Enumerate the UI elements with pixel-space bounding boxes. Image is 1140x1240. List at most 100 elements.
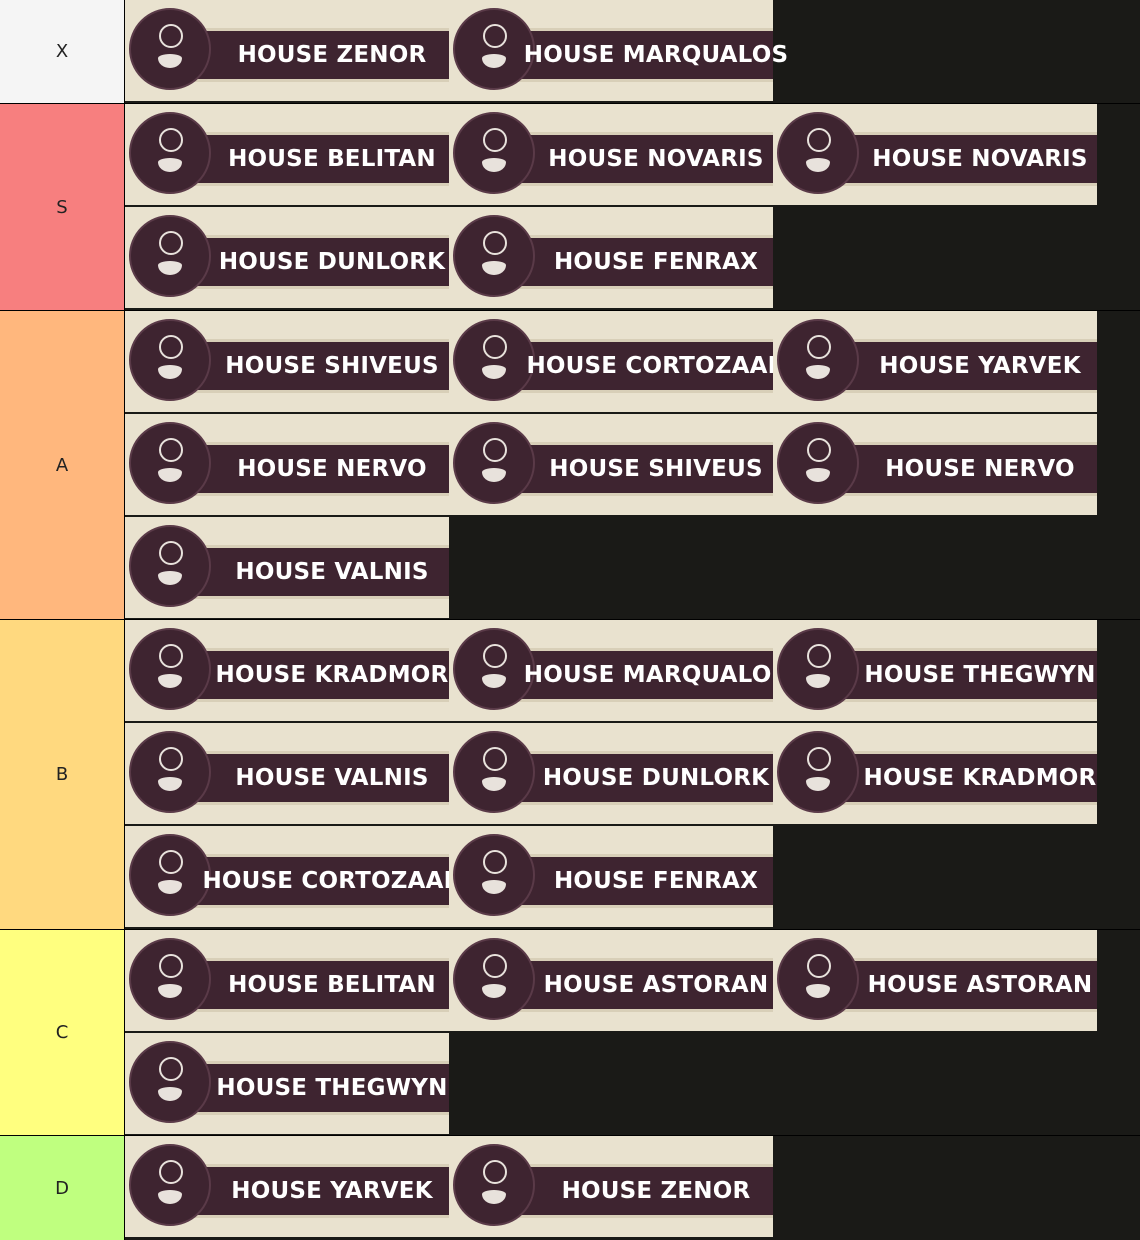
house-icon: [453, 8, 535, 90]
house-card[interactable]: HOUSE FENRAX: [449, 207, 773, 308]
house-name: HOUSE ASTORAN: [543, 972, 769, 998]
house-name: HOUSE ASTORAN: [867, 972, 1093, 998]
house-card[interactable]: HOUSE ZENOR: [449, 1136, 773, 1237]
tier-items: HOUSE YARVEK HOUSE ZENOR: [125, 1136, 1140, 1240]
tier-label: S: [0, 104, 125, 310]
house-card[interactable]: HOUSE CORTOZAAR: [449, 311, 786, 412]
house-icon: [777, 731, 859, 813]
house-name: HOUSE ZENOR: [561, 1178, 751, 1204]
house-card[interactable]: HOUSE MARQUALOS: [449, 620, 789, 721]
house-icon: [129, 422, 211, 504]
house-icon: [129, 1144, 211, 1226]
house-icon: [129, 731, 211, 813]
house-icon: [777, 112, 859, 194]
tier-label: A: [0, 311, 125, 619]
house-name: HOUSE BELITAN: [228, 972, 436, 998]
house-icon: [129, 112, 211, 194]
tier-row: D HOUSE YARVEK HOUSE ZENOR: [0, 1136, 1140, 1240]
house-card[interactable]: HOUSE KRADMOR: [125, 620, 449, 721]
house-icon: [453, 422, 535, 504]
house-card[interactable]: HOUSE DUNLORK: [449, 723, 773, 824]
tier-items: HOUSE BELITAN HOUSE NOVARIS HOUSE NOVARIS H…: [125, 104, 1140, 310]
house-icon: [129, 938, 211, 1020]
house-name: HOUSE MARQUALOS: [523, 662, 789, 688]
house-icon: [777, 628, 859, 710]
tier-label: C: [0, 930, 125, 1135]
house-name: HOUSE SHIVEUS: [549, 456, 763, 482]
house-icon: [129, 215, 211, 297]
tier-row: C HOUSE BELITAN HOUSE ASTORAN HOUSE ASTORAN…: [0, 930, 1140, 1136]
house-card[interactable]: HOUSE BELITAN: [125, 104, 449, 205]
house-card[interactable]: HOUSE BELITAN: [125, 930, 449, 1031]
house-card[interactable]: HOUSE MARQUALOS: [449, 0, 789, 101]
house-card[interactable]: HOUSE NERVO: [773, 414, 1097, 515]
tier-items: HOUSE KRADMOR HOUSE MARQUALOS HOUSE THEGWY…: [125, 620, 1140, 929]
house-name: HOUSE NERVO: [237, 456, 427, 482]
house-icon: [129, 628, 211, 710]
house-name: HOUSE FENRAX: [553, 868, 759, 894]
tier-row: X HOUSE ZENOR HOUSE MARQUALOS: [0, 0, 1140, 104]
house-name: HOUSE NOVARIS: [548, 146, 764, 172]
tier-label: B: [0, 620, 125, 929]
house-name: HOUSE CORTOZAAR: [202, 868, 462, 894]
house-icon: [129, 319, 211, 401]
house-name: HOUSE YARVEK: [231, 1178, 433, 1204]
house-icon: [453, 319, 535, 401]
house-name: HOUSE THEGWYN: [864, 662, 1096, 688]
tier-items: HOUSE SHIVEUS HOUSE CORTOZAAR HOUSE YARVEK…: [125, 311, 1140, 619]
house-icon: [777, 319, 859, 401]
tier-row: S HOUSE BELITAN HOUSE NOVARIS HOUSE NOVARIS…: [0, 104, 1140, 311]
house-name: HOUSE YARVEK: [879, 353, 1081, 379]
house-name: HOUSE FENRAX: [553, 249, 759, 275]
tier-row: B HOUSE KRADMOR HOUSE MARQUALOS HOUSE THEGW…: [0, 620, 1140, 930]
house-card[interactable]: HOUSE DUNLORK: [125, 207, 449, 308]
house-card[interactable]: HOUSE KRADMOR: [773, 723, 1097, 824]
house-card[interactable]: HOUSE NOVARIS: [449, 104, 773, 205]
house-card[interactable]: HOUSE CORTOZAAR: [125, 826, 462, 927]
house-icon: [453, 112, 535, 194]
house-name: HOUSE NERVO: [885, 456, 1075, 482]
house-icon: [453, 628, 535, 710]
house-icon: [453, 834, 535, 916]
house-card[interactable]: HOUSE YARVEK: [125, 1136, 449, 1237]
tier-label: D: [0, 1136, 125, 1240]
tier-items: HOUSE BELITAN HOUSE ASTORAN HOUSE ASTORAN H…: [125, 930, 1140, 1135]
house-card[interactable]: HOUSE THEGWYN: [773, 620, 1097, 721]
house-name: HOUSE VALNIS: [235, 765, 429, 791]
house-card[interactable]: HOUSE ASTORAN: [449, 930, 773, 1031]
tier-label: X: [0, 0, 125, 103]
house-card[interactable]: HOUSE YARVEK: [773, 311, 1097, 412]
house-card[interactable]: HOUSE VALNIS: [125, 723, 449, 824]
house-name: HOUSE CORTOZAAR: [526, 353, 786, 379]
house-icon: [777, 422, 859, 504]
house-icon: [453, 1144, 535, 1226]
house-icon: [453, 938, 535, 1020]
house-name: HOUSE DUNLORK: [218, 249, 446, 275]
house-name: HOUSE BELITAN: [228, 146, 436, 172]
house-card[interactable]: HOUSE ZENOR: [125, 0, 449, 101]
house-name: HOUSE NOVARIS: [872, 146, 1088, 172]
house-name: HOUSE THEGWYN: [216, 1075, 448, 1101]
house-icon: [129, 8, 211, 90]
house-card[interactable]: HOUSE NERVO: [125, 414, 449, 515]
house-card[interactable]: HOUSE SHIVEUS: [449, 414, 773, 515]
house-card[interactable]: HOUSE ASTORAN: [773, 930, 1097, 1031]
house-icon: [777, 938, 859, 1020]
house-icon: [453, 731, 535, 813]
house-name: HOUSE KRADMOR: [863, 765, 1097, 791]
house-card[interactable]: HOUSE FENRAX: [449, 826, 773, 927]
house-name: HOUSE KRADMOR: [215, 662, 449, 688]
house-icon: [453, 215, 535, 297]
house-card[interactable]: HOUSE VALNIS: [125, 517, 449, 618]
house-icon: [129, 525, 211, 607]
house-card[interactable]: HOUSE THEGWYN: [125, 1033, 449, 1134]
house-name: HOUSE SHIVEUS: [225, 353, 439, 379]
house-name: HOUSE MARQUALOS: [523, 42, 789, 68]
house-name: HOUSE DUNLORK: [542, 765, 770, 791]
house-icon: [129, 1041, 211, 1123]
house-card[interactable]: HOUSE SHIVEUS: [125, 311, 449, 412]
house-name: HOUSE VALNIS: [235, 559, 429, 585]
house-card[interactable]: HOUSE NOVARIS: [773, 104, 1097, 205]
house-name: HOUSE ZENOR: [237, 42, 427, 68]
